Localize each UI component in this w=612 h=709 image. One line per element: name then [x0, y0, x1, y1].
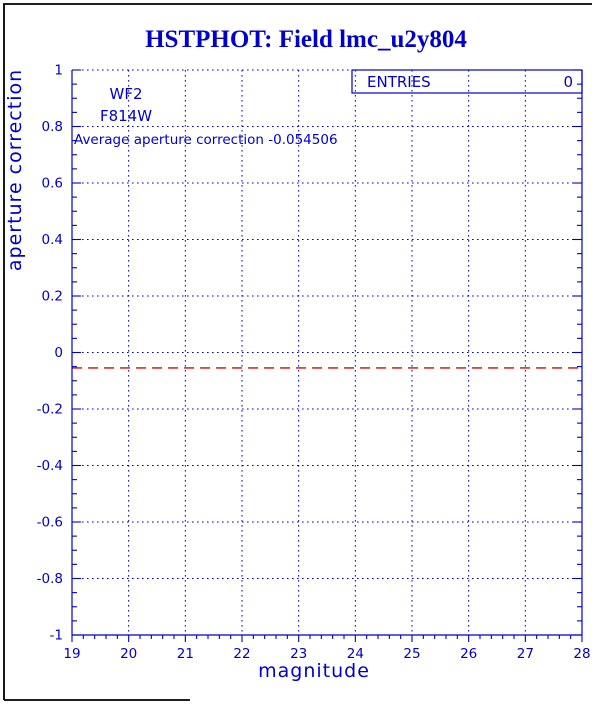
x-tick-label: 19: [63, 646, 80, 662]
y-tick-label: -0.2: [37, 402, 63, 418]
tick-label-layer: 1 0.8 0.6 0.4 0.2 0 -0.2 -0.4 -0.6 -0.8 -119 20 21 22…: [37, 63, 591, 663]
y-tick-label: 0.2: [42, 289, 63, 305]
y-tick-label: 0: [54, 345, 63, 361]
y-axis-label: aperture correction: [4, 69, 26, 271]
page-border-line: [3, 3, 592, 701]
x-tick-label: 28: [573, 646, 590, 662]
grid-layer: [72, 69, 582, 635]
x-tick-label: 25: [403, 646, 420, 662]
filter-label: F814W: [100, 107, 152, 125]
entries-value: 0: [563, 73, 573, 91]
average-correction-text: Average aperture correction -0.054506: [74, 132, 338, 148]
x-tick-label: 20: [120, 646, 137, 662]
x-tick-label: 27: [517, 646, 534, 662]
x-tick-label: 21: [177, 646, 194, 662]
page-title: HSTPHOT: Field lmc_u2y804: [145, 26, 467, 53]
x-tick-label: 24: [347, 646, 364, 662]
y-tick-label: 0.8: [42, 119, 63, 135]
y-tick-label: -0.4: [37, 458, 63, 474]
camera-label: WF2: [109, 85, 142, 103]
page-border: [3, 3, 592, 701]
y-tick-label: -1: [50, 628, 63, 644]
x-tick-label: 23: [290, 646, 307, 662]
x-tick-label: 26: [460, 646, 477, 662]
y-tick-label: -0.8: [37, 571, 63, 587]
tick-layer: [71, 69, 583, 642]
y-tick-label: 0.6: [42, 176, 63, 192]
y-tick-label: 1: [54, 63, 63, 79]
y-tick-label: 0.4: [42, 232, 63, 248]
entries-label: ENTRIES: [367, 73, 431, 91]
y-tick-label: -0.6: [37, 515, 63, 531]
entries-box: [351, 69, 583, 94]
x-tick-label: 22: [233, 646, 250, 662]
x-axis-label: magnitude: [258, 660, 370, 682]
